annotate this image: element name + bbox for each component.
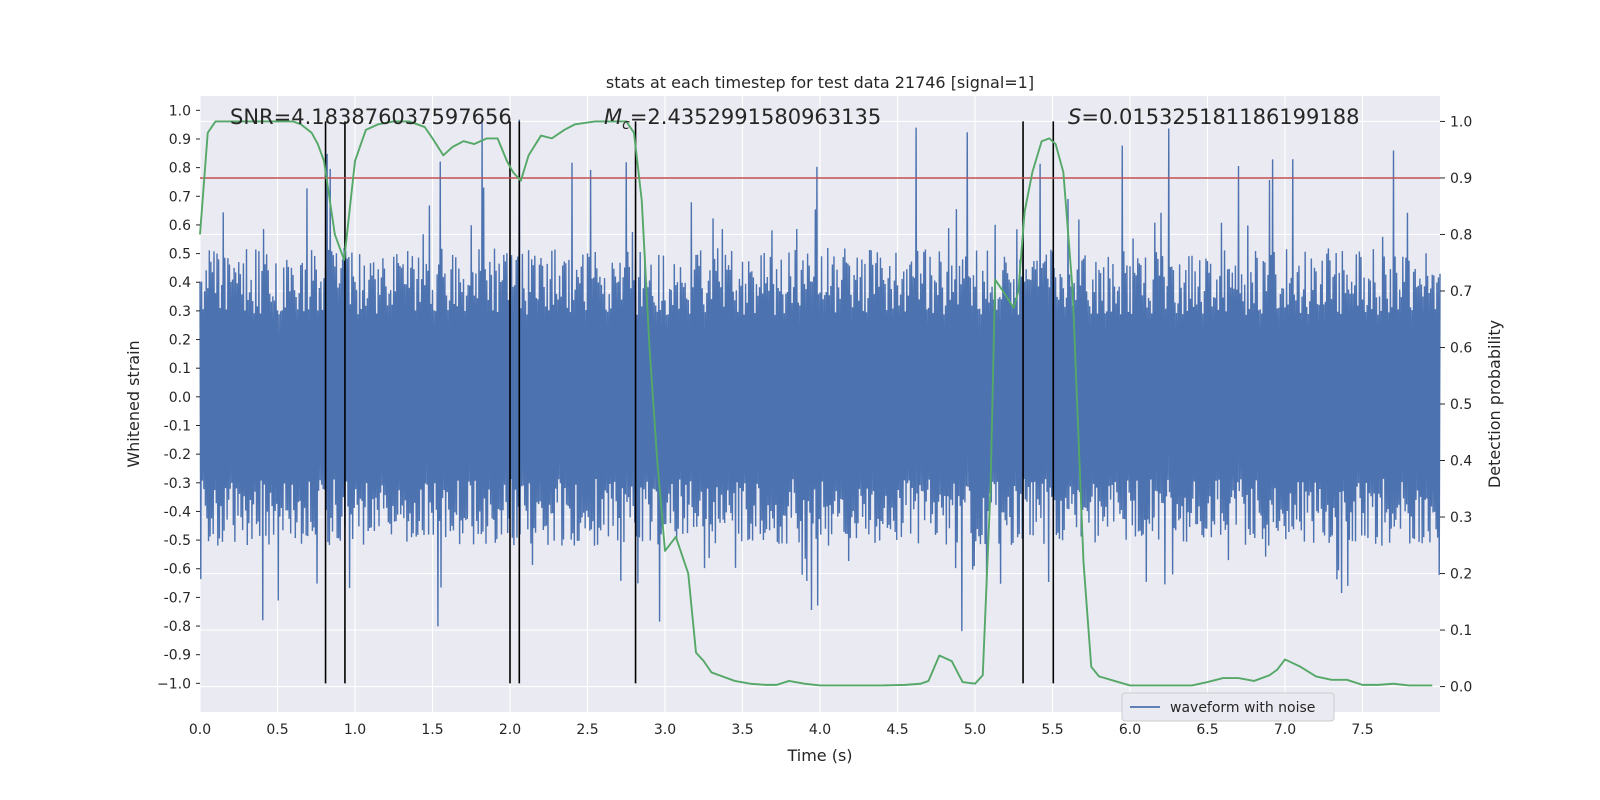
y-tick-label: -0.6 <box>164 562 191 578</box>
x-tick-label: 6.0 <box>1119 722 1141 738</box>
x-tick-label: 2.5 <box>576 722 598 738</box>
legend: waveform with noise <box>1121 692 1335 722</box>
y2-tick-label: 0.3 <box>1450 510 1472 526</box>
s-symbol: S <box>1068 105 1081 129</box>
y-tick-label: 0.0 <box>169 390 191 406</box>
chirp-mass-value: =2.4352991580963135 <box>630 105 881 129</box>
y-axis-label: Whitened strain <box>124 340 143 467</box>
y-tick-label: -0.1 <box>164 418 191 434</box>
x-tick-label: 4.0 <box>809 722 831 738</box>
x-tick-label: 2.0 <box>499 722 521 738</box>
y-tick-label: 0.9 <box>169 132 191 148</box>
x-tick-label: 4.5 <box>886 722 908 738</box>
y-tick-label: 0.8 <box>169 161 191 177</box>
y-tick-label: -0.5 <box>164 533 191 549</box>
x-tick-labels: 0.0 0.5 1.0 1.5 2.0 2.5 3.0 3.5 4.0 4.5 5.0 5.5 6.0 6… <box>189 722 1374 738</box>
y-tick-label: 0.3 <box>169 304 191 320</box>
y2-tick-label: 1.0 <box>1450 114 1472 130</box>
y2-tick-label: 0.9 <box>1450 171 1472 187</box>
y-tick-label: -0.8 <box>164 619 191 635</box>
chirp-mass-subscript: c <box>622 117 630 133</box>
x-tick-label: 0.5 <box>266 722 288 738</box>
y-tick-label: -0.4 <box>164 504 191 520</box>
chart-title: stats at each timestep for test data 217… <box>606 73 1034 92</box>
y2-tick-label: 0.6 <box>1450 340 1472 356</box>
x-tick-label: 5.5 <box>1041 722 1063 738</box>
y-tick-label: 0.7 <box>169 189 191 205</box>
y2-axis-label: Detection probability <box>1485 320 1504 488</box>
chirp-mass-annotation: Mc=2.4352991580963135 <box>604 105 881 133</box>
chirp-mass-symbol: M <box>604 105 622 129</box>
s-value: =0.015325181186199188 <box>1081 105 1359 129</box>
y2-tick-label: 0.2 <box>1450 567 1472 583</box>
y2-tick-label: 0.0 <box>1450 680 1472 696</box>
x-tick-label: 6.5 <box>1196 722 1218 738</box>
x-tick-label: 7.0 <box>1274 722 1296 738</box>
s-annotation: S=0.015325181186199188 <box>1068 105 1359 129</box>
x-axis-label: Time (s) <box>786 746 852 765</box>
y-tick-label: -0.7 <box>164 590 191 606</box>
x-tick-label: 5.0 <box>964 722 986 738</box>
y2-tick-label: 0.5 <box>1450 397 1472 413</box>
probability-path <box>199 120 1433 687</box>
waveform-with-noise-series <box>199 119 1441 632</box>
y2-tick-label: 0.7 <box>1450 284 1472 300</box>
x-tick-label: 1.5 <box>421 722 443 738</box>
detection-probability-series <box>199 120 1433 687</box>
y-tick-label: 0.2 <box>169 333 191 349</box>
y-tick-label: -0.3 <box>164 476 191 492</box>
y-tick-label: 0.4 <box>169 275 191 291</box>
y-tick-label: -0.9 <box>164 648 191 664</box>
x-tick-label: 0.0 <box>189 722 211 738</box>
y2-tick-label: 0.8 <box>1450 227 1472 243</box>
y2-tick-labels: 1.0 0.9 0.8 0.7 0.6 0.5 0.4 0.3 0.2 0.1 0.0 <box>1440 114 1472 696</box>
y-tick-label: 1.0 <box>169 103 191 119</box>
snr-annotation: SNR=4.183876037597656 <box>230 105 512 129</box>
x-tick-label: 7.5 <box>1351 722 1373 738</box>
y2-tick-label: 0.4 <box>1450 454 1472 470</box>
legend-box <box>1121 692 1335 722</box>
legend-label: waveform with noise <box>1170 700 1315 716</box>
waveform-path <box>199 119 1441 632</box>
y-tick-label: 0.1 <box>169 361 191 377</box>
x-tick-label: 1.0 <box>344 722 366 738</box>
x-tick-label: 3.5 <box>731 722 753 738</box>
x-tick-label: 3.0 <box>654 722 676 738</box>
vertical-marker-lines <box>324 121 1055 684</box>
y-tick-labels: 1.0 0.9 0.8 0.7 0.6 0.5 0.4 0.3 0.2 0.1 0.0 -0.1 -0.… <box>157 103 200 692</box>
y-tick-label: 0.6 <box>169 218 191 234</box>
y-tick-label: −1.0 <box>157 676 191 692</box>
y2-tick-label: 0.1 <box>1450 623 1472 639</box>
y-tick-label: 0.5 <box>169 247 191 263</box>
y-tick-label: -0.2 <box>164 447 191 463</box>
